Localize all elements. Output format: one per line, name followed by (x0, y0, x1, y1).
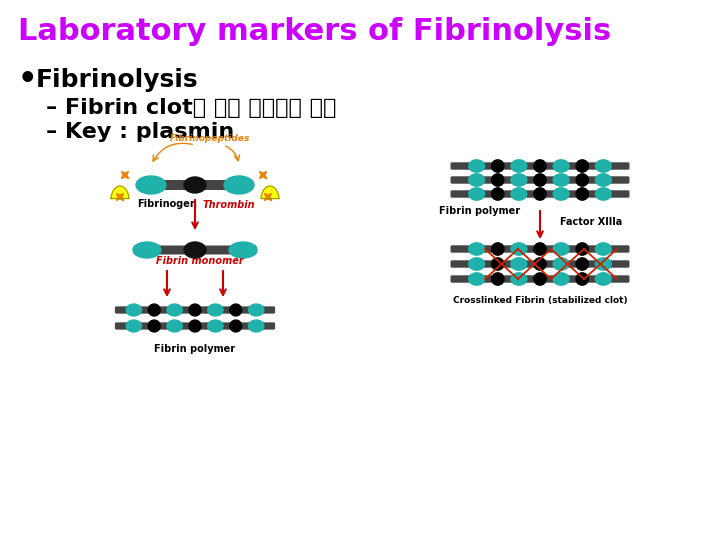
Text: – Fibrin clot이 다시 용해되는 과정: – Fibrin clot이 다시 용해되는 과정 (46, 98, 336, 118)
Ellipse shape (136, 176, 166, 194)
FancyBboxPatch shape (138, 180, 251, 190)
Ellipse shape (553, 174, 569, 186)
FancyBboxPatch shape (451, 190, 629, 198)
Ellipse shape (511, 243, 527, 255)
Circle shape (492, 188, 504, 200)
Ellipse shape (248, 304, 264, 316)
Circle shape (534, 160, 546, 172)
FancyBboxPatch shape (451, 260, 629, 268)
Ellipse shape (553, 243, 569, 255)
FancyBboxPatch shape (451, 245, 629, 253)
FancyBboxPatch shape (115, 306, 275, 314)
Ellipse shape (229, 242, 257, 258)
Circle shape (148, 320, 160, 332)
Polygon shape (111, 186, 129, 199)
Text: Fibrinolysis: Fibrinolysis (36, 68, 199, 92)
Text: Fibrin polymer: Fibrin polymer (154, 344, 235, 354)
Ellipse shape (167, 320, 182, 332)
Ellipse shape (126, 320, 141, 332)
Circle shape (576, 188, 588, 200)
Ellipse shape (469, 243, 485, 255)
FancyBboxPatch shape (451, 275, 629, 283)
Circle shape (534, 243, 546, 255)
Ellipse shape (511, 160, 527, 172)
FancyBboxPatch shape (115, 322, 275, 329)
Ellipse shape (469, 160, 485, 172)
Text: Fibrinopeptides: Fibrinopeptides (170, 134, 250, 143)
FancyBboxPatch shape (133, 246, 256, 254)
Polygon shape (261, 186, 279, 199)
Circle shape (576, 258, 588, 270)
Ellipse shape (553, 160, 569, 172)
Circle shape (189, 320, 201, 332)
FancyBboxPatch shape (451, 163, 629, 170)
Circle shape (576, 160, 588, 172)
Circle shape (492, 174, 504, 186)
Circle shape (576, 273, 588, 285)
Circle shape (492, 273, 504, 285)
Ellipse shape (469, 188, 485, 200)
Ellipse shape (469, 273, 485, 285)
Polygon shape (117, 193, 124, 200)
Text: Laboratory markers of Fibrinolysis: Laboratory markers of Fibrinolysis (18, 17, 611, 46)
Polygon shape (122, 172, 129, 179)
Ellipse shape (553, 188, 569, 200)
Circle shape (492, 243, 504, 255)
Text: Fibrinogen: Fibrinogen (137, 199, 197, 209)
Ellipse shape (511, 273, 527, 285)
Circle shape (230, 320, 242, 332)
Text: Crosslinked Fibrin (stabilized clot): Crosslinked Fibrin (stabilized clot) (453, 296, 627, 305)
Ellipse shape (553, 273, 569, 285)
Circle shape (230, 304, 242, 316)
Ellipse shape (595, 258, 611, 270)
Ellipse shape (469, 258, 485, 270)
Text: – Key : plasmin: – Key : plasmin (46, 122, 234, 142)
Ellipse shape (511, 174, 527, 186)
Circle shape (534, 273, 546, 285)
Ellipse shape (511, 188, 527, 200)
Ellipse shape (184, 242, 206, 258)
Circle shape (534, 174, 546, 186)
Text: •: • (18, 65, 37, 94)
Text: Thrombin: Thrombin (203, 200, 256, 210)
Ellipse shape (208, 304, 223, 316)
Ellipse shape (208, 320, 223, 332)
FancyBboxPatch shape (451, 176, 629, 184)
Circle shape (148, 304, 160, 316)
Ellipse shape (595, 273, 611, 285)
Circle shape (576, 243, 588, 255)
Ellipse shape (184, 177, 206, 193)
Text: Fibrin monomer: Fibrin monomer (156, 256, 244, 266)
Circle shape (534, 258, 546, 270)
Polygon shape (264, 193, 271, 200)
Polygon shape (259, 172, 266, 179)
Text: Factor XIIIa: Factor XIIIa (560, 217, 622, 227)
Ellipse shape (595, 174, 611, 186)
Circle shape (189, 304, 201, 316)
Circle shape (534, 188, 546, 200)
Ellipse shape (167, 304, 182, 316)
Ellipse shape (595, 188, 611, 200)
Ellipse shape (224, 176, 254, 194)
Circle shape (576, 174, 588, 186)
Text: Fibrin polymer: Fibrin polymer (439, 206, 521, 216)
Ellipse shape (595, 160, 611, 172)
Ellipse shape (126, 304, 141, 316)
Ellipse shape (133, 242, 161, 258)
Ellipse shape (595, 243, 611, 255)
Circle shape (492, 160, 504, 172)
Ellipse shape (553, 258, 569, 270)
Ellipse shape (511, 258, 527, 270)
Ellipse shape (248, 320, 264, 332)
Ellipse shape (469, 174, 485, 186)
Circle shape (492, 258, 504, 270)
